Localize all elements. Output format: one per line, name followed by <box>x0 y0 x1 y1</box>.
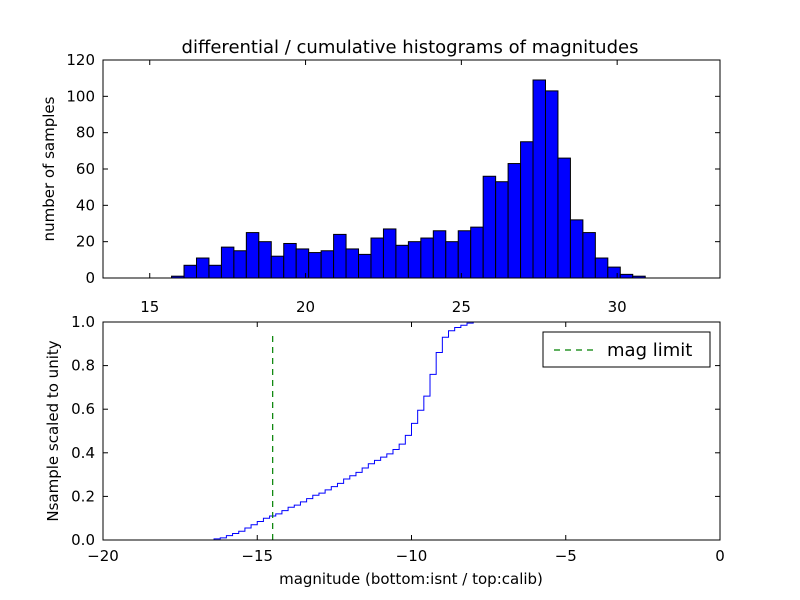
histogram-bar <box>495 181 509 279</box>
histogram-bar <box>445 241 459 279</box>
histogram-bar <box>507 163 522 279</box>
y-tick-label: 40 <box>76 196 95 214</box>
y-tick-label: 120 <box>66 51 95 69</box>
histogram-bar <box>220 246 235 279</box>
histogram-bar <box>457 230 472 279</box>
y-tick-label: 0 <box>85 269 95 287</box>
y-tick-label: 100 <box>66 87 95 105</box>
x-tick-label: 15 <box>140 298 159 316</box>
histogram-bar <box>295 248 310 279</box>
y-tick-label: 60 <box>76 160 95 178</box>
histogram-bar <box>582 232 596 279</box>
histogram-bar <box>283 242 297 279</box>
cumulative-step-line <box>103 321 720 541</box>
histogram-bar <box>420 237 434 279</box>
y-axis-label: Nsample scaled to unity <box>44 340 62 521</box>
y-tick-label: 0.4 <box>71 444 95 462</box>
cumulative-ticks: 0.0 0.2 0.4 0.6 0.8 1.0 −20 −15 −10 −5 0 <box>71 313 725 565</box>
histogram-bar <box>245 232 260 279</box>
histogram-bar <box>407 241 422 279</box>
histogram-axes-frame <box>102 59 721 279</box>
x-axis-label: magnitude (bottom:isnt / top:calib) <box>279 570 543 588</box>
histogram-bar <box>270 255 285 279</box>
histogram-panel: differential / cumulative histograms of … <box>40 37 721 316</box>
histogram-bar <box>370 237 384 279</box>
y-axis-label: number of samples <box>40 96 58 241</box>
cumulative-axes-frame <box>102 321 721 541</box>
histogram-bar <box>208 264 222 279</box>
x-tick-label: −10 <box>396 547 428 565</box>
histogram-bar <box>345 248 360 279</box>
histogram-bar <box>557 157 571 279</box>
histogram-bar <box>432 230 447 279</box>
histogram-bar <box>382 228 397 279</box>
histogram-bar <box>569 219 584 279</box>
x-tick-label: 30 <box>608 298 627 316</box>
histogram-bar <box>320 250 335 279</box>
histogram-bar <box>333 233 347 279</box>
x-tick-label: −5 <box>555 547 577 565</box>
cumulative-lines <box>103 321 720 541</box>
x-tick-label: 25 <box>452 298 471 316</box>
histogram-bar <box>482 175 497 279</box>
histogram-bar <box>544 90 559 279</box>
histogram-bar <box>233 250 247 279</box>
y-tick-label: 0.8 <box>71 357 95 375</box>
chart-title: differential / cumulative histograms of … <box>182 37 639 58</box>
histogram-bar <box>183 264 197 279</box>
legend-label: mag limit <box>607 340 692 361</box>
y-tick-label: 20 <box>76 233 95 251</box>
x-tick-label: −20 <box>87 547 119 565</box>
histogram-bar <box>607 266 621 279</box>
histogram-ticks: 0 20 40 60 80 100 120 15 20 25 30 <box>66 51 720 316</box>
x-tick-label: −15 <box>241 547 273 565</box>
histogram-bar <box>358 253 372 279</box>
histogram-bar <box>395 244 409 279</box>
histogram-bar <box>258 241 272 279</box>
histogram-bar <box>470 226 484 279</box>
histogram-bar <box>195 257 210 279</box>
y-tick-label: 1.0 <box>71 313 95 331</box>
histogram-bars <box>171 79 646 279</box>
cumulative-panel: magnitude (bottom:isnt / top:calib) Nsam… <box>44 313 725 588</box>
histogram-bar <box>532 79 546 279</box>
x-tick-label: 0 <box>715 547 725 565</box>
legend: mag limit <box>542 331 711 368</box>
y-tick-label: 80 <box>76 124 95 142</box>
histogram-bar <box>594 257 609 279</box>
y-tick-label: 0.0 <box>71 531 95 549</box>
x-tick-label: 20 <box>296 298 315 316</box>
y-tick-label: 0.6 <box>71 400 95 418</box>
histogram-bar <box>619 273 634 279</box>
histogram-bar <box>520 141 534 279</box>
y-tick-label: 0.2 <box>71 487 95 505</box>
histogram-bar <box>308 252 322 279</box>
